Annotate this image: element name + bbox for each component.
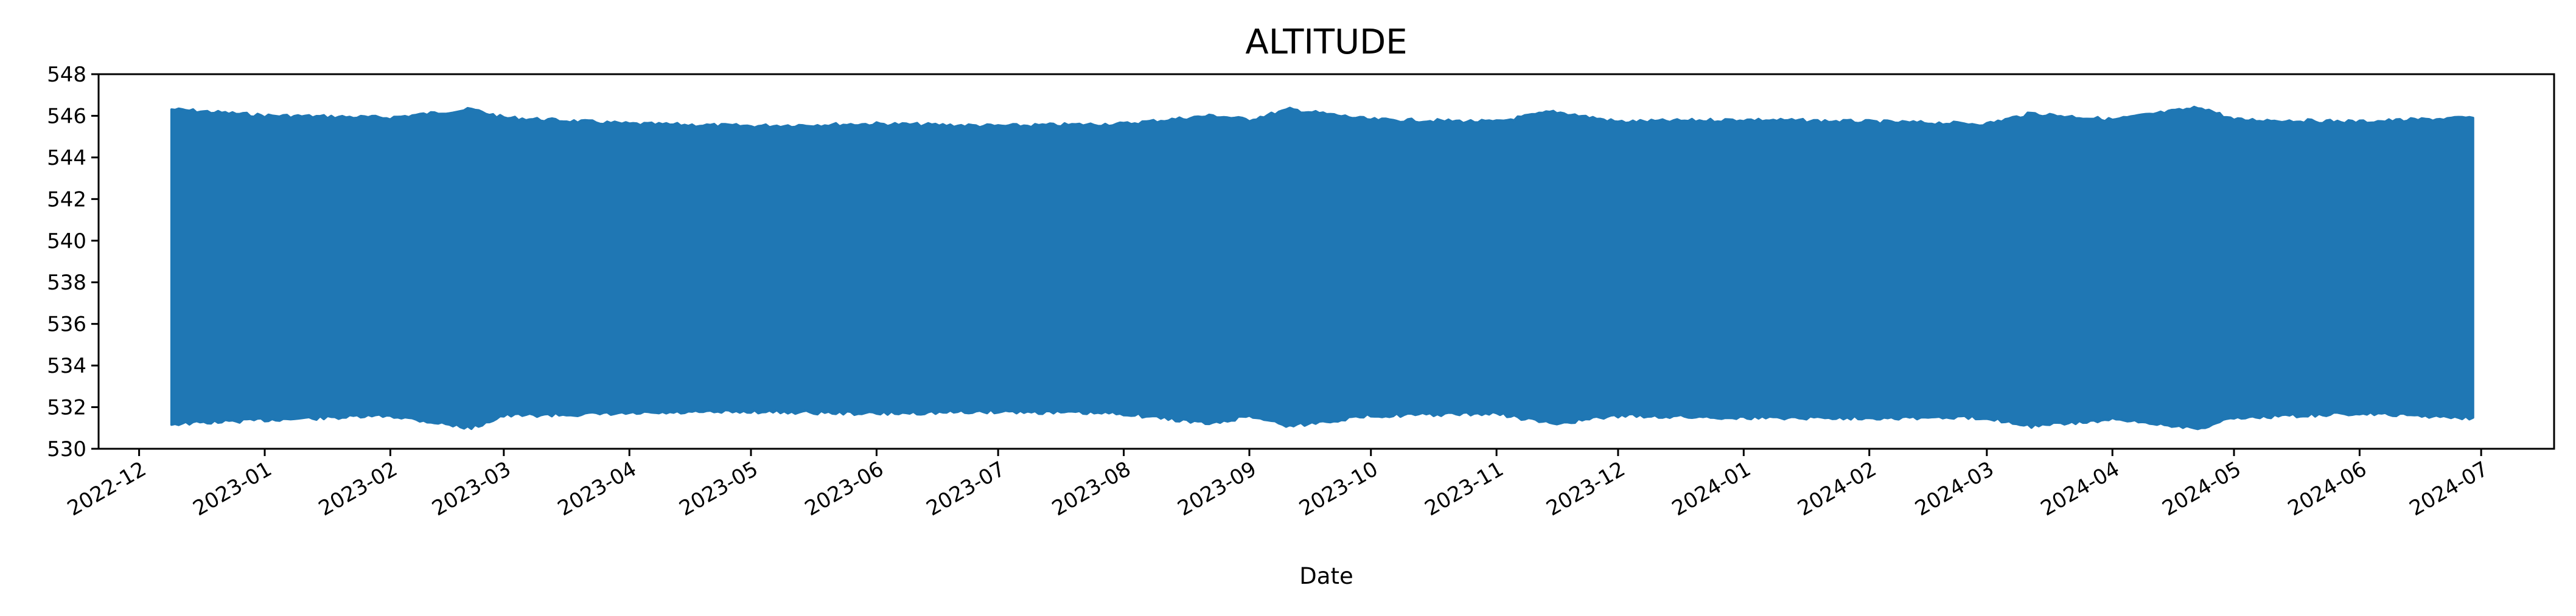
y-axis: 530 532 534 536 538 540 542 544 546 548 bbox=[47, 63, 99, 462]
x-tick-label: 2024-05 bbox=[2158, 457, 2245, 521]
x-tick-label: 2024-01 bbox=[1668, 457, 1755, 521]
x-tick-label: 2023-07 bbox=[923, 457, 1010, 521]
x-tick-label: 2023-02 bbox=[315, 457, 402, 521]
x-tick-label: 2024-06 bbox=[2284, 457, 2371, 521]
y-tick-label: 532 bbox=[47, 396, 86, 420]
x-tick-label: 2023-03 bbox=[428, 457, 515, 521]
axes-frame bbox=[97, 73, 2555, 450]
x-tick-label: 2023-12 bbox=[1542, 457, 1629, 521]
y-tick-label: 544 bbox=[47, 146, 86, 170]
x-tick-label: 2023-11 bbox=[1421, 457, 1508, 521]
plot-area bbox=[170, 105, 2474, 431]
x-tick-label: 2024-04 bbox=[2037, 457, 2124, 521]
x-tick-label: 2023-05 bbox=[675, 457, 762, 521]
x-axis: 2022-12 2023-01 2023-02 2023-03 2023-04 2023-… bbox=[63, 449, 2493, 521]
altitude-series-band bbox=[170, 105, 2474, 431]
y-tick-label: 546 bbox=[47, 104, 86, 128]
y-tick-label: 542 bbox=[47, 187, 86, 212]
chart-title: ALTITUDE bbox=[1245, 22, 1407, 62]
x-tick-label: 2023-01 bbox=[189, 457, 276, 521]
x-tick-label: 2023-09 bbox=[1173, 457, 1260, 521]
y-tick-label: 540 bbox=[47, 229, 86, 254]
x-tick-label: 2024-03 bbox=[1911, 457, 1998, 521]
x-tick-label: 2024-07 bbox=[2406, 457, 2493, 521]
y-tick-label: 548 bbox=[47, 63, 86, 87]
x-tick-label: 2024-02 bbox=[1793, 457, 1880, 521]
x-axis-label: Date bbox=[1299, 563, 1353, 589]
y-tick-label: 534 bbox=[47, 354, 86, 378]
y-tick-label: 538 bbox=[47, 271, 86, 295]
x-tick-label: 2023-08 bbox=[1048, 457, 1135, 521]
y-tick-label: 530 bbox=[47, 437, 86, 462]
y-tick-label: 536 bbox=[47, 313, 86, 337]
x-tick-label: 2023-10 bbox=[1295, 457, 1382, 521]
x-tick-label: 2023-06 bbox=[801, 457, 888, 521]
x-tick-label: 2023-04 bbox=[554, 457, 641, 521]
x-tick-label: 2022-12 bbox=[63, 457, 150, 521]
